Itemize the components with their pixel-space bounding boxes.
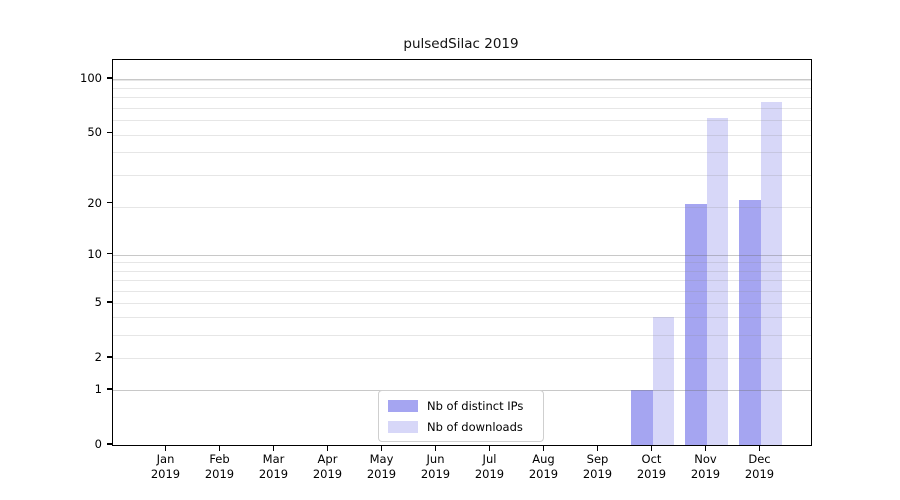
- x-tick-mark: [164, 445, 167, 451]
- x-tick-mark: [380, 445, 383, 451]
- x-tick-label-mar: Mar 2019: [258, 452, 289, 481]
- x-tick-mark: [542, 445, 545, 451]
- y-tick-label: 50: [87, 125, 102, 140]
- legend-label-downloads: Nb of downloads: [427, 419, 523, 434]
- y-tick-mark: [107, 253, 112, 255]
- gridline-minor: [113, 152, 811, 154]
- y-tick-mark: [107, 201, 112, 204]
- gridline-major: [113, 254, 811, 256]
- x-tick-mark: [272, 445, 275, 451]
- x-tick-mark: [758, 445, 761, 451]
- legend-swatch-downloads: [388, 420, 418, 433]
- y-tick-label: 1: [94, 382, 102, 397]
- gridline-minor: [113, 302, 811, 304]
- x-tick-label-sep: Sep 2019: [582, 452, 613, 481]
- legend: Nb of distinct IPs Nb of downloads: [378, 390, 544, 442]
- x-tick-label-nov: Nov 2019: [690, 452, 721, 481]
- gridline-minor: [113, 79, 811, 81]
- plot-area: [112, 59, 812, 446]
- x-tick-mark: [596, 445, 599, 451]
- chart-title: pulsedSilac 2019: [403, 36, 519, 52]
- y-tick-mark: [107, 443, 112, 445]
- x-tick-label-dec: Dec 2019: [744, 452, 775, 481]
- y-tick-label: 0: [94, 437, 102, 451]
- x-tick-label-oct: Oct 2019: [636, 452, 667, 481]
- y-tick-label: 100: [80, 71, 102, 85]
- y-tick-label: 10: [87, 246, 102, 261]
- bar-downloads-nov: [706, 117, 728, 445]
- x-tick-label-apr: Apr 2019: [312, 452, 343, 481]
- gridline-minor: [113, 88, 811, 90]
- legend-item-distinct-ips: Nb of distinct IPs: [388, 397, 534, 414]
- gridline-minor: [113, 97, 811, 99]
- bar-downloads-oct: [652, 317, 674, 445]
- y-tick-label: 2: [94, 349, 102, 364]
- gridline-minor: [113, 317, 811, 319]
- bar-downloads-dec: [760, 101, 782, 445]
- y-tick-label: 5: [94, 294, 102, 309]
- gridline-minor: [113, 134, 811, 136]
- y-tick-mark: [107, 388, 112, 390]
- x-tick-mark: [434, 445, 437, 451]
- y-tick-mark: [107, 131, 112, 133]
- gridline-minor: [113, 262, 811, 264]
- y-tick-mark: [107, 356, 112, 358]
- y-tick-mark: [107, 77, 112, 79]
- gridline-minor: [113, 357, 811, 359]
- gridline-minor: [113, 120, 811, 122]
- x-tick-mark: [218, 445, 221, 451]
- gridline-minor: [113, 108, 811, 110]
- x-tick-mark: [650, 445, 653, 451]
- x-tick-label-feb: Feb 2019: [204, 452, 235, 481]
- y-tick-label: 20: [87, 195, 102, 210]
- bar-distinct-ips-nov: [685, 203, 707, 445]
- x-tick-label-jun: Jun 2019: [420, 452, 451, 481]
- gridline-minor: [113, 290, 811, 292]
- x-tick-label-may: May 2019: [366, 452, 397, 481]
- x-tick-mark: [488, 445, 491, 451]
- gridline-minor: [113, 207, 811, 209]
- x-tick-label-aug: Aug 2019: [528, 452, 559, 481]
- gridline-minor: [113, 270, 811, 272]
- x-tick-mark: [326, 445, 329, 451]
- bar-distinct-ips-dec: [739, 199, 761, 445]
- legend-label-distinct-ips: Nb of distinct IPs: [427, 398, 524, 413]
- gridline-minor: [113, 280, 811, 282]
- x-tick-label-jan: Jan 2019: [150, 452, 181, 481]
- gridline-minor: [113, 175, 811, 177]
- x-tick-label-jul: Jul 2019: [474, 452, 505, 481]
- x-tick-mark: [704, 445, 707, 451]
- legend-swatch-distinct-ips: [388, 399, 418, 412]
- gridline-major: [113, 79, 811, 80]
- gridline-minor: [113, 335, 811, 337]
- legend-item-downloads: Nb of downloads: [388, 418, 534, 435]
- bar-distinct-ips-oct: [631, 390, 653, 445]
- y-tick-mark: [107, 301, 112, 303]
